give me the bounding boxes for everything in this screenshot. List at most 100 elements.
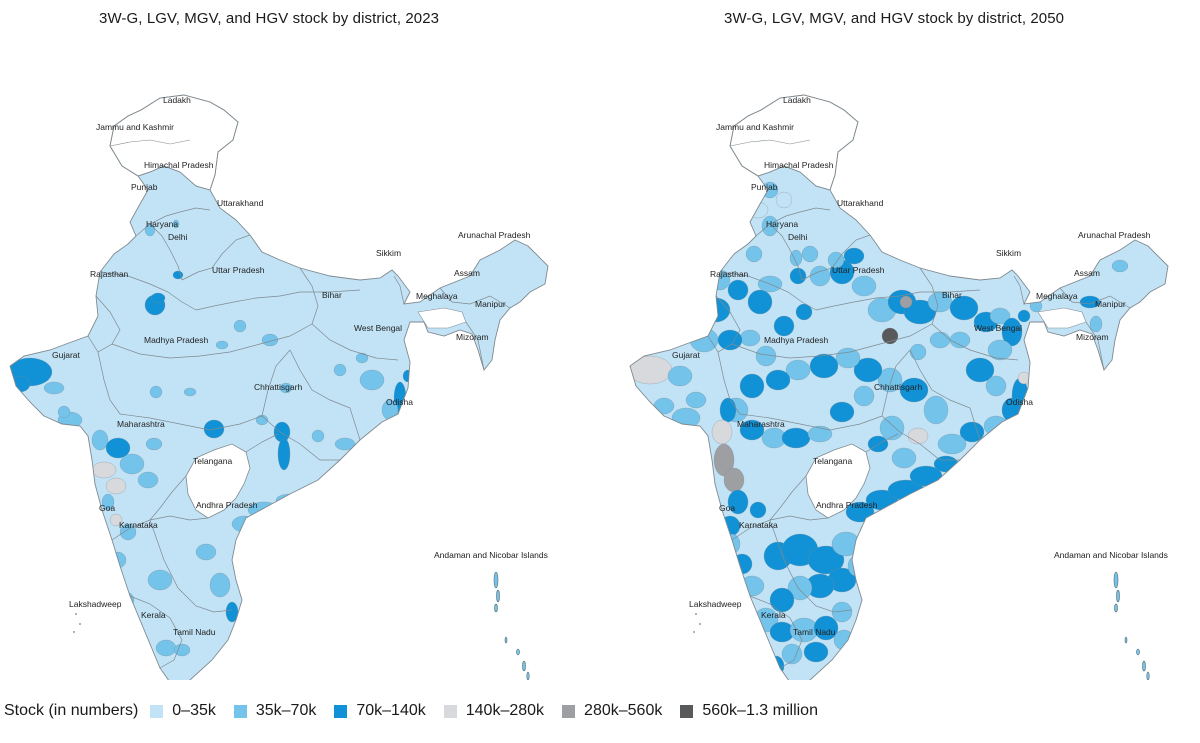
district-patch [775, 191, 793, 209]
state-label: Jammu and Kashmir [716, 122, 794, 132]
district-patch [877, 367, 903, 393]
district-patch [749, 501, 767, 519]
state-label: Manipur [475, 299, 506, 309]
state-label: Haryana [766, 219, 798, 229]
district-patch [671, 407, 701, 429]
state-label: Goa [99, 503, 115, 513]
state-label: Uttarakhand [837, 198, 884, 208]
district-patch [745, 245, 763, 263]
district-patch [311, 429, 325, 443]
district-patch [781, 643, 803, 665]
district-patch [773, 315, 795, 337]
legend-item-1: 35k–70k [233, 702, 316, 720]
district-patch [275, 493, 305, 507]
state-label: Telangana [193, 456, 233, 466]
state-label: Ladakh [783, 95, 811, 105]
state-label: Madhya Pradesh [144, 335, 209, 345]
district-patch [803, 641, 829, 663]
district-patch [277, 437, 291, 471]
district-patch [853, 385, 875, 407]
state-label: West Bengal [974, 323, 1022, 333]
state-label: Arunachal Pradesh [1078, 230, 1151, 240]
district-patch [145, 437, 163, 451]
district-patch [685, 391, 707, 409]
state-label: Delhi [788, 232, 807, 242]
district-patch [215, 340, 229, 350]
jk-boundary [729, 139, 811, 147]
district-patch [713, 443, 735, 477]
state-label: Bihar [322, 290, 342, 300]
district-patch [789, 267, 807, 285]
district-patch [137, 471, 159, 489]
state-label: Chhattisgarh [254, 382, 302, 392]
legend-label: 70k–140k [356, 702, 426, 719]
state-label: Maharashtra [737, 419, 785, 429]
legend-swatch [562, 704, 576, 718]
district-patch [727, 489, 749, 515]
state-label: Jammu and Kashmir [96, 122, 174, 132]
district-patch [851, 275, 877, 297]
district-patch [789, 249, 803, 267]
district-patch [747, 201, 769, 219]
legend-item-3: 140k–280k [443, 702, 545, 720]
map-title-2023: 3W-G, LGV, MGV, and HGV stock by distric… [99, 10, 440, 27]
district-patch [149, 385, 163, 399]
district-patch [334, 437, 356, 451]
legend-swatch [233, 704, 247, 718]
district-patch [689, 327, 719, 353]
district-patch [91, 461, 117, 479]
state-label: Odisha [1006, 397, 1033, 407]
district-patch [105, 437, 131, 459]
state-label: Andaman and Nicobar Islands [1054, 550, 1168, 560]
state-label: Tamil Nadu [173, 627, 216, 637]
district-patch [719, 397, 737, 423]
district-patch [1017, 309, 1031, 323]
district-patch [57, 405, 71, 419]
lakshadweep-islands [72, 613, 81, 634]
state-label: Andhra Pradesh [816, 500, 878, 510]
district-patch [119, 523, 137, 541]
legend-swatch [334, 704, 348, 718]
district-patch [795, 303, 813, 321]
state-label: Sikkim [996, 248, 1021, 258]
legend-label: 280k–560k [584, 702, 663, 719]
district-patch [359, 369, 385, 391]
district-patch [119, 453, 145, 475]
andaman-nicobar-islands [493, 571, 530, 680]
district-patch [1089, 315, 1103, 333]
state-label: Manipur [1095, 299, 1126, 309]
state-label: Karnataka [119, 520, 158, 530]
legend-label: 0–35k [172, 702, 216, 719]
district-patch [747, 289, 773, 315]
district-patch [831, 601, 853, 623]
state-label: Punjab [751, 182, 778, 192]
mainland-outline [629, 94, 1169, 680]
district-patch [673, 307, 707, 333]
district-patch [959, 421, 985, 443]
district-patch [907, 427, 929, 445]
state-label: Maharashtra [117, 419, 165, 429]
district-patch [183, 387, 197, 397]
mainland-outline [9, 94, 549, 680]
district-patch [150, 292, 166, 304]
state-label: Lakshadweep [689, 599, 742, 609]
district-patch [739, 329, 761, 347]
legend-label: 560k–1.3 million [702, 702, 818, 719]
state-label: Tamil Nadu [793, 627, 836, 637]
legend-item-5: 560k–1.3 million [680, 702, 818, 720]
state-label: Madhya Pradesh [764, 335, 829, 345]
district-patch [787, 575, 813, 601]
state-boundaries [707, 165, 1131, 669]
district-patch [801, 245, 819, 263]
district-patch [739, 419, 765, 441]
district-patch [807, 425, 833, 443]
state-label: Rajasthan [710, 269, 749, 279]
legend-label: 140k–280k [465, 702, 545, 719]
state-label: Odisha [386, 397, 413, 407]
state-label: Meghalaya [1036, 291, 1078, 301]
district-patch [10, 375, 31, 393]
state-label: Uttar Pradesh [212, 265, 265, 275]
state-label: Assam [454, 268, 480, 278]
state-label: Karnataka [739, 520, 778, 530]
